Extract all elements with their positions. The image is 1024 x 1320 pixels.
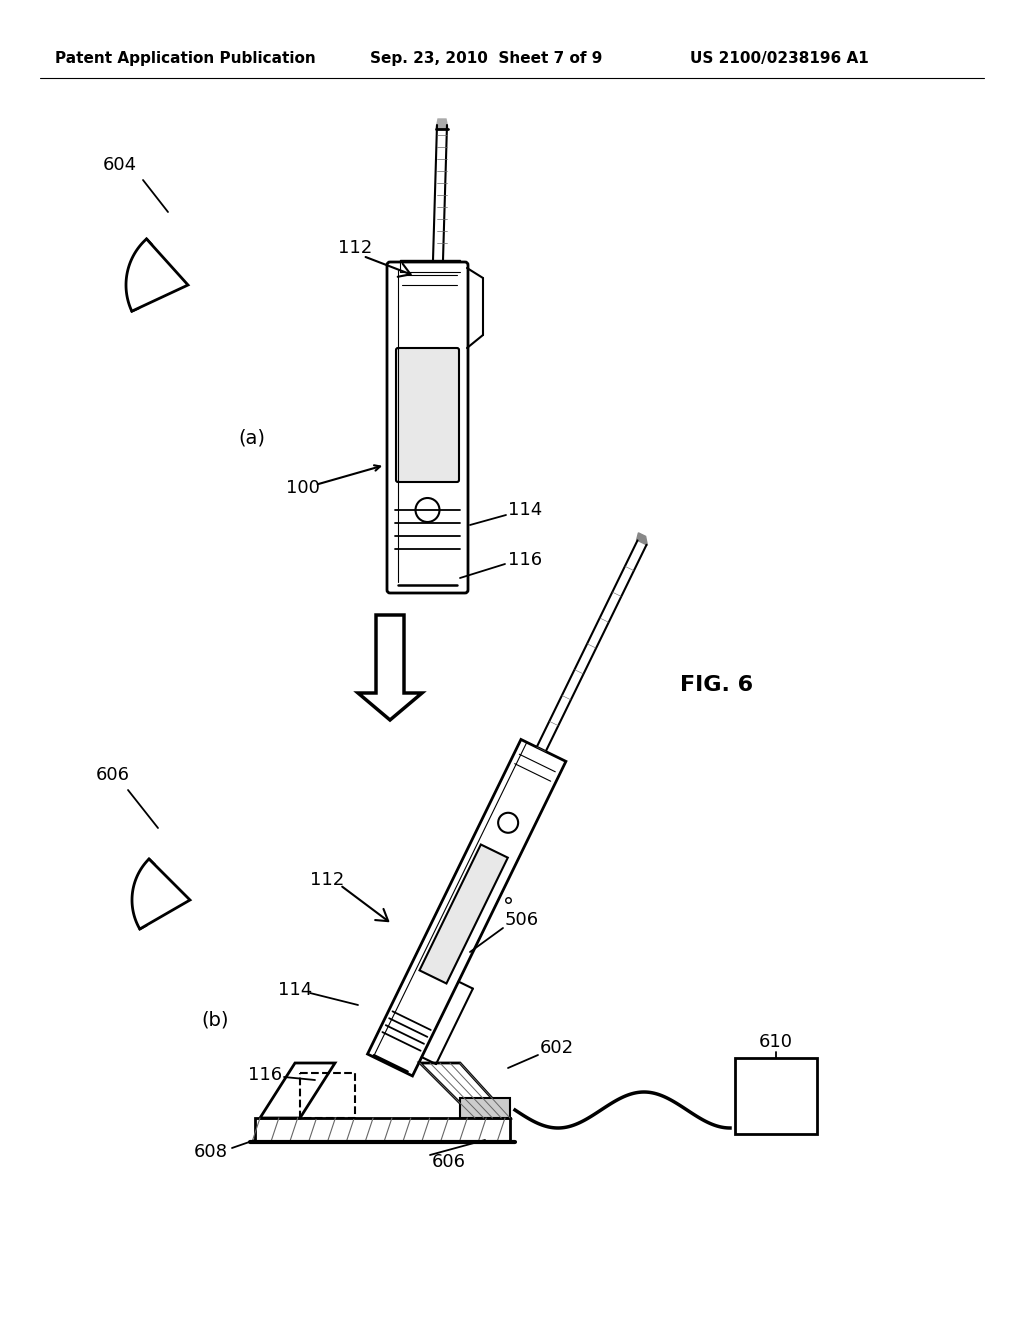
Text: 606: 606 [96, 766, 130, 784]
Text: 608: 608 [194, 1143, 228, 1162]
Text: 506: 506 [505, 911, 539, 929]
Text: 606: 606 [432, 1152, 466, 1171]
Text: 100: 100 [286, 479, 319, 498]
Text: 114: 114 [508, 502, 543, 519]
FancyBboxPatch shape [396, 348, 459, 482]
Polygon shape [436, 119, 449, 129]
FancyBboxPatch shape [255, 1118, 510, 1142]
Text: 112: 112 [310, 871, 344, 888]
Polygon shape [132, 859, 190, 929]
Text: Patent Application Publication: Patent Application Publication [55, 50, 315, 66]
Polygon shape [420, 845, 508, 983]
Text: 116: 116 [508, 550, 542, 569]
Circle shape [498, 813, 518, 833]
Text: (b): (b) [202, 1011, 228, 1030]
Polygon shape [368, 739, 566, 1076]
FancyBboxPatch shape [387, 261, 468, 593]
Polygon shape [637, 533, 647, 545]
Text: 602: 602 [540, 1039, 574, 1057]
Text: Sep. 23, 2010  Sheet 7 of 9: Sep. 23, 2010 Sheet 7 of 9 [370, 50, 602, 66]
Text: 610: 610 [759, 1034, 793, 1051]
Text: 604: 604 [103, 156, 137, 174]
FancyBboxPatch shape [735, 1059, 817, 1134]
Circle shape [416, 498, 439, 521]
Polygon shape [460, 1098, 510, 1118]
Text: 116: 116 [248, 1067, 283, 1084]
Polygon shape [358, 615, 422, 719]
Text: 112: 112 [338, 239, 373, 257]
Text: FIG. 6: FIG. 6 [680, 675, 753, 696]
Polygon shape [420, 1063, 510, 1118]
Polygon shape [126, 239, 188, 312]
Text: (a): (a) [239, 429, 265, 447]
Polygon shape [260, 1063, 335, 1118]
Text: US 2100/0238196 A1: US 2100/0238196 A1 [690, 50, 868, 66]
Text: 114: 114 [278, 981, 312, 999]
